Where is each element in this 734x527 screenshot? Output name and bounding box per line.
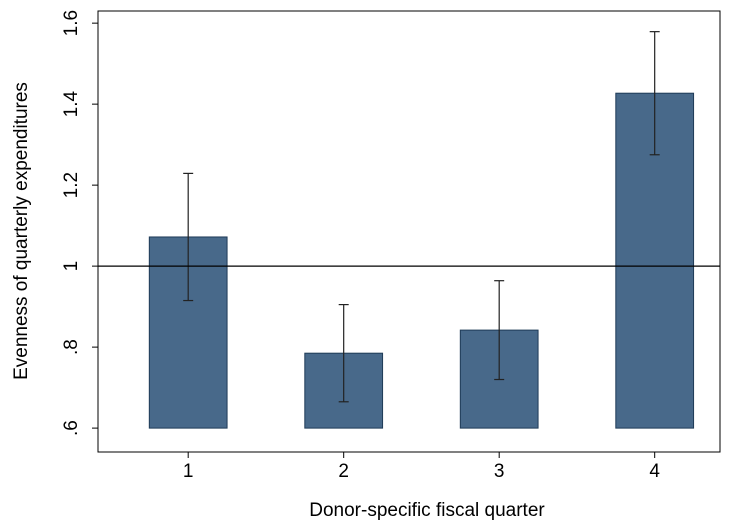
x-tick-label: 1 [183,461,194,482]
y-tick-label: 1.2 [61,172,82,198]
error-bar [494,280,505,381]
plot-frame [97,10,721,453]
y-tick-label: 1.6 [61,10,82,36]
error-bar [338,303,349,403]
x-tick-label: 4 [649,461,660,482]
y-tick-label: .6 [61,420,82,436]
x-tick-label: 3 [494,461,505,482]
x-tick-label: 2 [338,461,349,482]
y-tick-label: 1.4 [61,91,82,118]
y-tick-label: .8 [61,339,82,355]
error-bar [649,31,660,156]
error-bar [183,172,194,302]
y-axis-title: Evenness of quarterly expenditures [11,82,32,380]
y-tick-label: 1 [61,261,82,272]
x-axis-title: Donor-specific fiscal quarter [309,500,545,521]
